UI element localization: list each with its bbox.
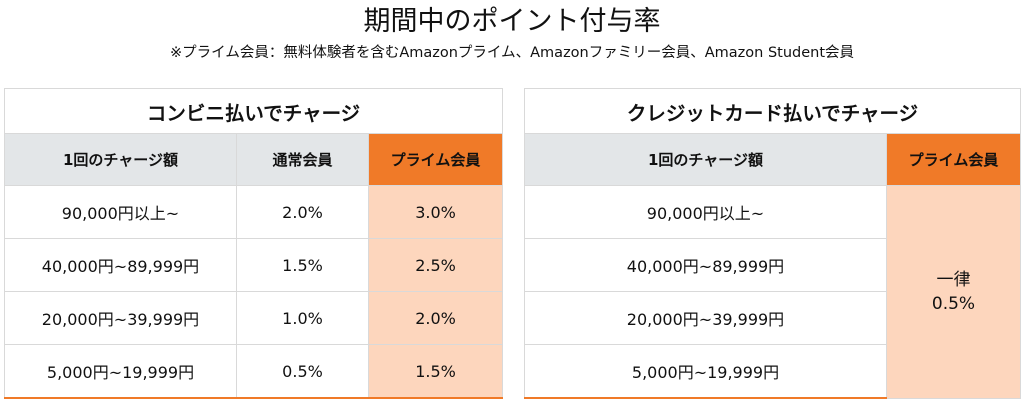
table-row: 5,000円~19,999円 — [524, 344, 1021, 399]
charge-amount-cell: 5,000円~19,999円 — [524, 344, 887, 399]
column-header-prime-member: プライム会員 — [886, 133, 1021, 186]
table-caption: クレジットカード払いでチャージ — [524, 88, 1021, 134]
convenience-store-charge-table: コンビニ払いでチャージ 1回のチャージ額 通常会員 プライム会員 90,000円… — [3, 88, 504, 399]
charge-amount-cell: 40,000円~89,999円 — [524, 238, 887, 292]
prime-member-note: ※プライム会員：無料体験者を含むAmazonプライム、Amazonファミリー会員… — [169, 45, 855, 61]
table-caption: コンビニ払いでチャージ — [3, 88, 504, 134]
flat-prime-rate-cell: 一律 0.5% — [886, 185, 1021, 399]
column-header-charge-amount: 1回のチャージ額 — [524, 133, 887, 186]
table-row: 90,000円以上~ 2.0% 3.0% — [4, 185, 504, 239]
flat-rate-value: 0.5% — [931, 293, 976, 314]
table-row: 40,000円~89,999円 — [524, 238, 1021, 292]
regular-rate-cell: 1.5% — [236, 238, 369, 292]
table-row: 20,000円~39,999円 1.0% 2.0% — [4, 291, 504, 345]
charge-amount-cell: 20,000円~39,999円 — [4, 291, 237, 345]
table-row: 90,000円以上~ 一律 0.5% — [524, 185, 1021, 399]
table-row: 20,000円~39,999円 — [524, 291, 1021, 345]
prime-rate-cell: 2.0% — [367, 291, 504, 345]
flat-rate-label: 一律 — [936, 269, 971, 290]
column-header-prime-member: プライム会員 — [367, 133, 504, 186]
table-row: 40,000円~89,999円 1.5% 2.5% — [4, 238, 504, 292]
credit-card-charge-table: クレジットカード払いでチャージ 1回のチャージ額 プライム会員 90,000円以… — [524, 88, 1021, 399]
charge-amount-cell: 40,000円~89,999円 — [4, 238, 237, 292]
charge-amount-cell: 5,000円~19,999円 — [4, 344, 237, 399]
charge-amount-cell: 90,000円以上~ — [4, 185, 237, 239]
regular-rate-cell: 0.5% — [236, 344, 369, 399]
column-header-charge-amount: 1回のチャージ額 — [4, 133, 237, 186]
page-title: 期間中のポイント付与率 — [363, 6, 661, 37]
charge-amount-cell: 90,000円以上~ — [524, 185, 887, 239]
charge-amount-cell: 20,000円~39,999円 — [524, 291, 887, 345]
regular-rate-cell: 2.0% — [236, 185, 369, 239]
prime-rate-cell: 3.0% — [367, 185, 504, 239]
table-row: 5,000円~19,999円 0.5% 1.5% — [4, 344, 504, 399]
prime-rate-cell: 2.5% — [367, 238, 504, 292]
column-header-regular-member: 通常会員 — [236, 133, 369, 186]
prime-rate-cell: 1.5% — [367, 344, 504, 399]
regular-rate-cell: 1.0% — [236, 291, 369, 345]
